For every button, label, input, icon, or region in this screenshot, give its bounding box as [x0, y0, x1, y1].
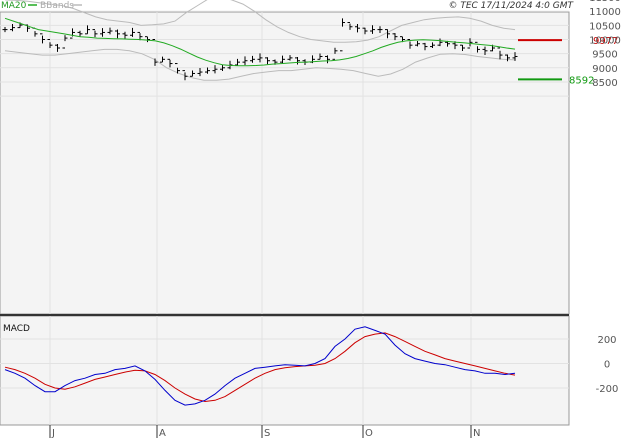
price-bar: [77, 30, 83, 37]
price-bar: [460, 44, 465, 52]
price-bar: [220, 64, 225, 71]
macd-tick-label: -200: [596, 384, 619, 395]
price-panel: [0, 11, 570, 315]
resistance-label: 9977: [593, 36, 618, 47]
price-bar: [362, 27, 368, 35]
price-bar: [295, 56, 300, 65]
price-tick-label: 9000: [592, 64, 617, 75]
price-bar: [130, 27, 135, 37]
price-bar: [392, 33, 398, 41]
price-bar: [115, 29, 120, 39]
price-bar: [62, 35, 68, 49]
price-bar: [430, 42, 435, 48]
legend-bb-label: BBands: [40, 1, 74, 11]
macd-line: [4, 326, 516, 406]
x-tick-label: N: [473, 428, 480, 439]
macd-title: MACD: [3, 324, 30, 334]
legend-ma-label: MA20: [1, 1, 27, 11]
macd-grid: [0, 338, 569, 389]
price-bar: [167, 58, 173, 68]
price-bar: [467, 38, 473, 49]
price-bar: [122, 31, 128, 39]
macd-tick-label: 200: [597, 335, 616, 346]
price-bar: [385, 29, 390, 39]
price-bar: [235, 58, 240, 66]
price-bar: [212, 65, 218, 74]
legend: MA20 BBands: [1, 1, 82, 11]
price-bar: [137, 31, 143, 41]
price-bar: [100, 28, 105, 37]
ma20-polyline: [4, 17, 516, 67]
ma20-line: [4, 17, 516, 67]
price-bar: [415, 41, 420, 47]
price-bar: [10, 24, 15, 32]
support-resistance: 9977 8592: [518, 36, 618, 86]
price-bar: [182, 70, 188, 81]
price-tick-label: 9500: [592, 50, 617, 61]
price-bar: [92, 29, 98, 38]
price-bar: [175, 63, 180, 74]
price-bar: [265, 57, 270, 65]
price-bar: [107, 27, 113, 35]
price-bar: [325, 55, 330, 64]
price-bar: [145, 36, 150, 43]
price-bar: [437, 38, 443, 47]
price-bar: [512, 52, 518, 61]
macd-tick-label: 0: [604, 360, 610, 371]
price-bar: [475, 41, 480, 53]
price-tick-label: 10500: [589, 21, 621, 32]
bb-lower-line: [4, 48, 516, 81]
x-tick-label: S: [264, 428, 270, 439]
price-bar: [55, 44, 60, 52]
price-bar: [407, 39, 413, 49]
macd-lines: [4, 326, 516, 406]
price-tick-label: 8500: [592, 78, 617, 89]
price-bar: [197, 68, 203, 77]
price-bars: [2, 18, 518, 81]
price-tick-label: 11000: [589, 7, 621, 18]
price-bar: [317, 53, 323, 60]
price-bar: [280, 55, 285, 63]
price-bar: [190, 70, 195, 77]
price-bar: [287, 55, 293, 61]
price-bar: [497, 47, 503, 60]
price-bar: [332, 47, 338, 60]
copyright-timestamp: © TEC 17/11/2024 4:0 GMT: [448, 1, 574, 11]
price-bar: [422, 42, 428, 51]
price-bar: [40, 33, 45, 44]
support-label: 8592: [569, 75, 594, 86]
price-bar: [377, 26, 383, 33]
price-bar: [257, 53, 263, 63]
macd-signal-line: [4, 332, 516, 403]
price-bar: [250, 55, 255, 63]
price-bar: [340, 18, 345, 52]
macd-y-ticks: 200 0 -200: [596, 335, 619, 395]
price-bar: [505, 54, 510, 62]
price-bar: [482, 46, 488, 56]
price-bar: [370, 25, 375, 34]
bb-upper-line: [4, 0, 516, 43]
price-bar: [160, 56, 165, 63]
price-bar: [242, 56, 248, 66]
macd-panel: [0, 315, 570, 426]
x-tick-label: J: [51, 428, 55, 439]
price-y-ticks: 11500 11000 10500 10000 9500 9000 8500: [589, 0, 621, 89]
price-bar: [355, 23, 360, 33]
price-tick-label: 11500: [589, 0, 621, 4]
bollinger-bands: [4, 0, 516, 81]
price-bar: [347, 22, 353, 30]
x-tick-label: A: [159, 428, 166, 439]
price-bar: [152, 39, 158, 66]
price-grid: [0, 10, 569, 97]
price-bar: [205, 67, 210, 74]
price-bar: [47, 39, 53, 49]
price-bar: [85, 25, 90, 35]
price-tick-label: 10000: [589, 36, 621, 47]
price-bar: [2, 27, 8, 33]
x-tick-label: O: [365, 428, 373, 439]
